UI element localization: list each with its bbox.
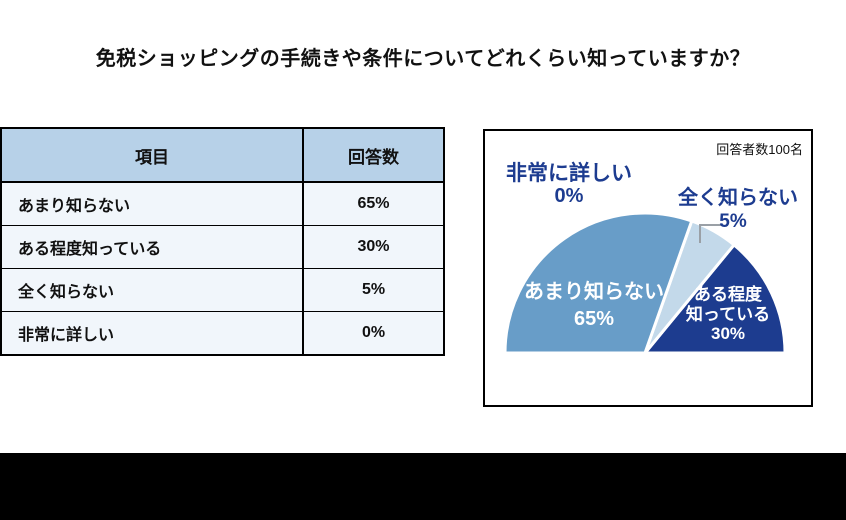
pie-value-very-familiar: 0% — [554, 185, 584, 207]
row-value: 5% — [302, 268, 445, 312]
table-header-item: 項目 — [0, 127, 304, 183]
page-title: 免税ショッピングの手続きや条件についてどれくらい知っていますか？ — [95, 48, 751, 70]
table-header-row: 項目 回答数 — [0, 127, 445, 183]
pie-svg — [503, 211, 787, 355]
table-row: ある程度知っている 30% — [0, 225, 445, 269]
survey-table: 項目 回答数 あまり知らない 65% ある程度知っている 30% 全く知らない … — [0, 127, 445, 356]
pie-value-not-at-all: 5% — [719, 211, 747, 232]
pie-label-barely-know-text: あまり知らない — [524, 281, 664, 303]
row-label: 非常に詳しい — [0, 311, 304, 356]
table-row: 全く知らない 5% — [0, 268, 445, 312]
row-label: ある程度知っている — [0, 225, 304, 269]
row-label: 全く知らない — [0, 268, 304, 312]
pie-label-somewhat-know: ある程度 知っている 30% — [678, 285, 778, 344]
pie-slice-2 — [643, 243, 787, 355]
pie-value-barely-know: 65% — [573, 308, 615, 330]
pie-label-somewhat-know-line1: ある程度 — [694, 285, 762, 304]
row-value: 0% — [302, 311, 445, 356]
pie-label-not-at-all: 全く知らない — [678, 187, 798, 209]
table-row: あまり知らない 65% — [0, 181, 445, 226]
pie-label-very-familiar: 非常に詳しい — [506, 162, 632, 185]
pie-label-barely-know: あまり知らない 65% — [494, 279, 694, 333]
pie-slice-0 — [503, 211, 694, 355]
row-label: あまり知らない — [0, 181, 304, 226]
footer-bar — [0, 453, 846, 520]
pie-label-somewhat-know-line2: 知っている — [685, 304, 771, 324]
leader-line — [699, 224, 721, 243]
pie-value-somewhat-know: 30% — [710, 324, 746, 343]
chart-panel: 回答者数100名 非常に詳しい 0% 全く知らない 5% あまり知らない 65%… — [483, 129, 813, 407]
respondents-annotation: 回答者数100名 — [716, 142, 803, 157]
row-value: 65% — [302, 181, 445, 226]
row-value: 30% — [302, 225, 445, 269]
table-row: 非常に詳しい 0% — [0, 311, 445, 356]
table-header-count: 回答数 — [302, 127, 445, 183]
